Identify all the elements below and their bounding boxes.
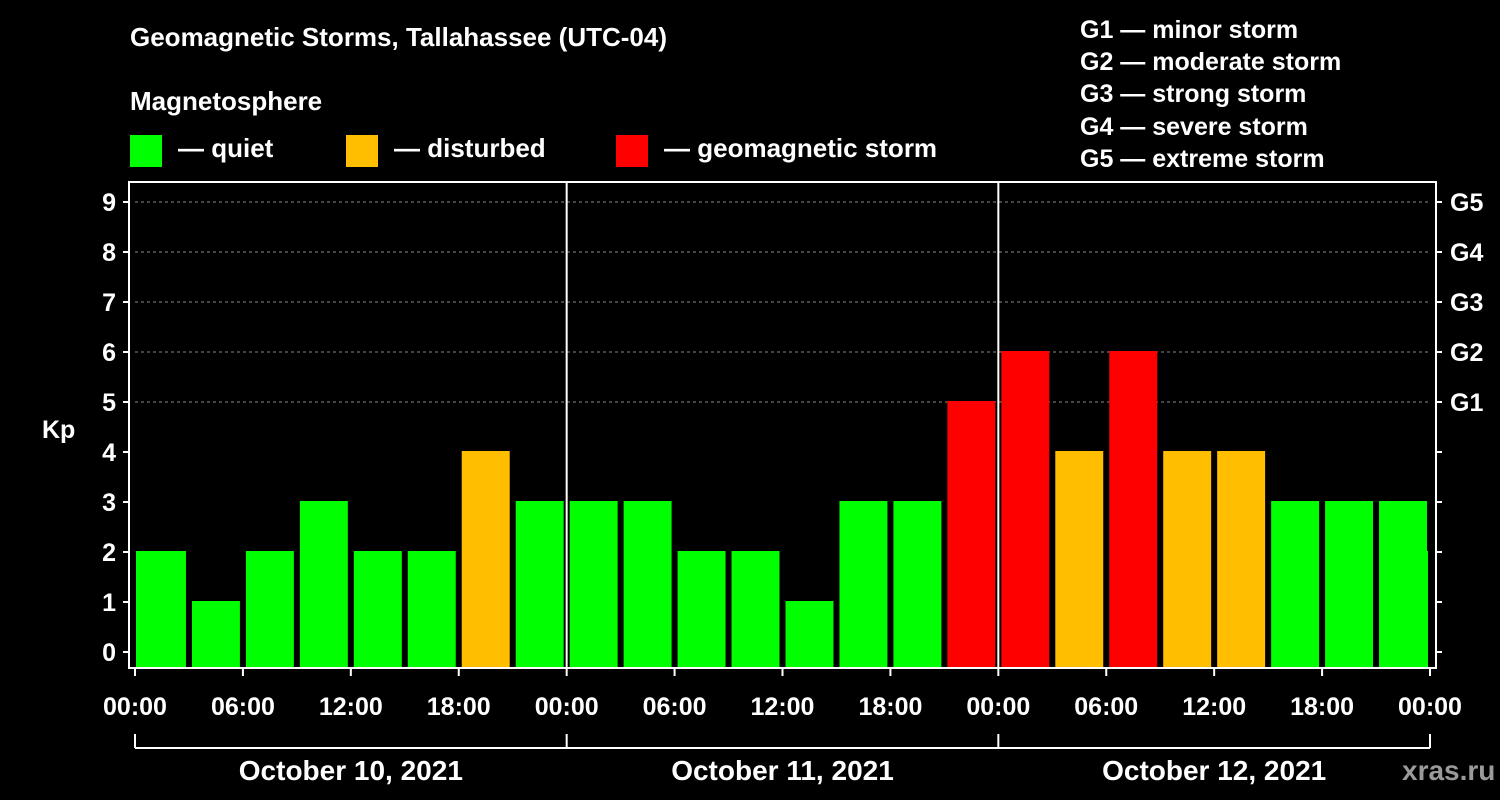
g-level-label: G5 — [1450, 189, 1483, 217]
legend-label-quiet: — quiet — [178, 133, 274, 163]
day-label: October 10, 2021 — [239, 755, 463, 786]
watermark: xras.ru — [1402, 755, 1496, 786]
y-tick-label: 6 — [102, 339, 116, 367]
y-tick-label: 7 — [102, 289, 116, 317]
storm-scale-g5: G5 — extreme storm — [1080, 144, 1325, 173]
x-tick-label: 18:00 — [858, 693, 922, 721]
legend-swatch-quiet — [130, 135, 162, 167]
legend-label-storm: — geomagnetic storm — [664, 133, 938, 163]
kp-bar — [245, 551, 294, 668]
y-tick-label: 1 — [102, 589, 116, 617]
x-tick-label: 12:00 — [1182, 693, 1246, 721]
legend-swatch-disturbed — [346, 135, 378, 167]
x-tick-label: 00:00 — [535, 693, 599, 721]
legend-label-disturbed: — disturbed — [394, 133, 546, 163]
g-level-label: G3 — [1450, 289, 1483, 317]
x-tick-label: 18:00 — [427, 693, 491, 721]
kp-bar — [839, 501, 888, 668]
kp-bar — [461, 451, 510, 668]
x-tick-label: 00:00 — [103, 693, 167, 721]
x-tick-label: 06:00 — [211, 693, 275, 721]
kp-bar — [1271, 501, 1320, 668]
kp-bar — [353, 551, 402, 668]
kp-bar — [407, 551, 456, 668]
kp-bar — [299, 501, 348, 668]
kp-bar — [1217, 451, 1266, 668]
day-label: October 11, 2021 — [671, 755, 894, 786]
y-tick-label: 3 — [102, 489, 116, 517]
kp-bar — [1325, 501, 1374, 668]
kp-bar — [1163, 451, 1212, 668]
x-tick-label: 00:00 — [1398, 693, 1462, 721]
kp-bar — [623, 501, 672, 668]
kp-bar — [785, 601, 834, 668]
kp-bar — [191, 601, 240, 668]
storm-scale-g2: G2 — moderate storm — [1080, 48, 1342, 77]
g-level-label: G1 — [1450, 389, 1483, 417]
kp-bar — [136, 551, 186, 668]
g-level-label: G2 — [1450, 339, 1483, 367]
g-level-label: G4 — [1450, 239, 1483, 267]
day-label: October 12, 2021 — [1102, 755, 1326, 786]
y-axis-label: Kp — [42, 416, 75, 444]
legend-swatch-storm — [616, 135, 648, 167]
kp-bar — [893, 501, 942, 668]
x-tick-label: 18:00 — [1290, 693, 1354, 721]
x-tick-label: 06:00 — [643, 693, 707, 721]
storm-scale-g1: G1 — minor storm — [1080, 16, 1299, 44]
kp-bar — [569, 501, 618, 668]
x-tick-label: 12:00 — [319, 693, 383, 721]
y-tick-label: 0 — [102, 639, 116, 667]
x-tick-label: 00:00 — [966, 693, 1030, 721]
y-tick-label: 9 — [102, 189, 116, 217]
magnetosphere-heading: Magnetosphere — [130, 86, 323, 116]
kp-bar — [947, 401, 996, 668]
x-tick-label: 12:00 — [751, 693, 815, 721]
kp-bar — [1001, 351, 1050, 668]
kp-bar — [1055, 451, 1104, 668]
kp-bar — [677, 551, 726, 668]
kp-bar — [1415, 551, 1428, 668]
kp-bar — [515, 501, 564, 668]
chart-title: Geomagnetic Storms, Tallahassee (UTC-04) — [130, 22, 668, 52]
y-tick-label: 4 — [102, 439, 116, 467]
storm-scale-legend: G1 — minor storm G2 — moderate storm G3 … — [1080, 14, 1341, 175]
kp-bar — [731, 551, 780, 668]
y-tick-label: 2 — [102, 539, 116, 567]
x-tick-label: 06:00 — [1074, 693, 1138, 721]
storm-scale-g3: G3 — strong storm — [1080, 80, 1307, 109]
kp-bar — [1109, 351, 1158, 668]
y-tick-label: 5 — [102, 389, 116, 417]
y-tick-label: 8 — [102, 239, 116, 267]
storm-scale-g4: G4 — severe storm — [1080, 112, 1308, 141]
